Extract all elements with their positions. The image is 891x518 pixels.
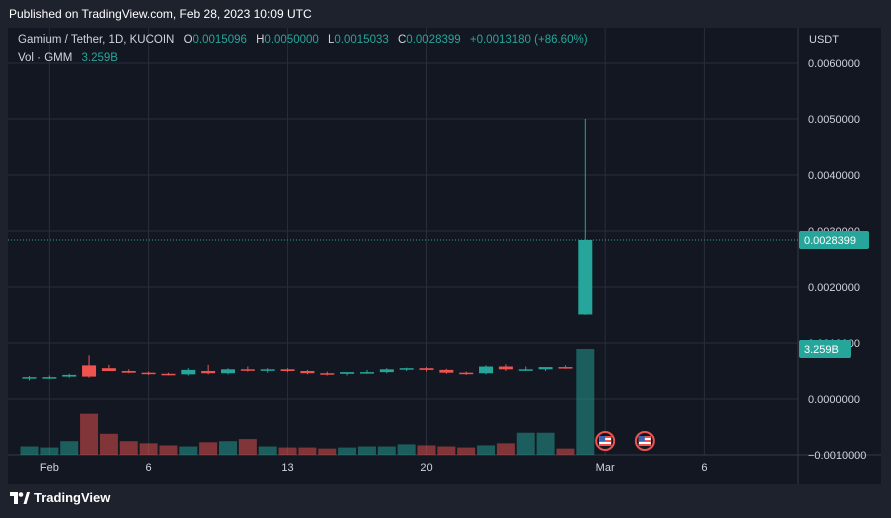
volume-bar (318, 448, 337, 455)
volume-label[interactable]: Vol · GMM (18, 52, 73, 64)
time-tick-label: 20 (420, 462, 432, 474)
currency-label: USDT (809, 34, 839, 46)
candle-body (181, 369, 196, 375)
brand-name: TradingView (34, 490, 111, 505)
candle-body (538, 367, 553, 370)
chart-panel[interactable]: 0.00600000.00500000.00400000.00300000.00… (8, 28, 881, 484)
volume-bar (516, 432, 535, 455)
candle-body (260, 369, 275, 371)
candle-body (359, 372, 374, 374)
price-tick-label: 0.0000000 (808, 394, 860, 406)
volume-legend: Vol · GMM 3.259B (18, 52, 118, 64)
volume-bar (477, 445, 496, 455)
time-tick-label: 6 (701, 462, 707, 474)
volume-bar (60, 441, 79, 455)
candle-body (340, 372, 355, 374)
candle-body (498, 366, 513, 370)
volume-bar (576, 349, 595, 455)
time-tick-label: Feb (40, 462, 59, 474)
tradingview-logo[interactable]: TradingView (10, 490, 110, 505)
volume-bar (99, 433, 118, 455)
candle-body (240, 369, 255, 371)
candle-body (300, 371, 315, 374)
volume-bar (338, 447, 357, 455)
candle-body (578, 239, 593, 315)
volume-bar (457, 447, 476, 455)
volume-bar (556, 448, 575, 455)
low-label: L (328, 34, 335, 46)
volume-bar (437, 446, 456, 455)
candle-body (201, 371, 216, 374)
volume-bar (219, 441, 237, 455)
symbol-title[interactable]: Gamium / Tether, 1D, KUCOIN (18, 34, 175, 46)
volume-bar (20, 446, 39, 455)
volume-bar (238, 439, 257, 455)
candle-body (320, 373, 335, 375)
close-label: C (397, 34, 407, 46)
candle-body (518, 369, 533, 371)
candle-body (121, 371, 136, 373)
candle-body (62, 374, 77, 377)
last-price-label: 0.0028399 (804, 235, 856, 247)
volume-bar (199, 442, 218, 455)
price-tick-label: −0.0010000 (808, 450, 866, 462)
volume-bar (159, 445, 178, 455)
candle-body (221, 369, 235, 374)
volume-bar (397, 444, 416, 455)
candle-body (558, 367, 573, 369)
volume-bar (496, 443, 515, 455)
candle-body (459, 372, 474, 375)
volume-bar (377, 446, 396, 455)
tradingview-icon (10, 491, 30, 504)
volume-bar (80, 413, 99, 455)
us-flag-event-icon[interactable] (634, 431, 655, 451)
low-value: 0.0015033 (334, 34, 389, 46)
candle-body (280, 369, 295, 371)
candle-body (101, 368, 116, 371)
time-tick-label: 6 (146, 462, 152, 474)
volume-bar (139, 443, 158, 455)
candlestick-chart[interactable]: 0.00600000.00500000.00400000.00300000.00… (8, 28, 881, 484)
close-value: 0.0028399 (406, 34, 461, 46)
candle-body (399, 368, 414, 370)
volume-bar (536, 432, 555, 455)
price-tick-label: 0.0040000 (808, 170, 860, 182)
high-label: H (256, 34, 265, 46)
high-value: 0.0050000 (264, 34, 319, 46)
published-caption: Published on TradingView.com, Feb 28, 20… (9, 7, 312, 21)
candle-body (161, 373, 176, 376)
price-tick-label: 0.0060000 (808, 58, 860, 70)
candle-body (82, 365, 97, 377)
volume-bar (298, 447, 317, 455)
volume-value: 3.259B (81, 52, 118, 64)
open-value: 0.0015096 (192, 34, 247, 46)
volume-bar (179, 446, 198, 455)
time-tick-label: 13 (281, 462, 293, 474)
candle-body (439, 369, 454, 373)
price-tick-label: 0.0020000 (808, 282, 860, 294)
ohlc-legend: Gamium / Tether, 1D, KUCOIN O0.0015096 H… (18, 34, 588, 46)
us-flag-event-icon[interactable] (595, 431, 616, 451)
volume-bar (40, 447, 59, 455)
volume-bar (278, 447, 297, 455)
candle-body (22, 377, 37, 379)
candle-body (141, 372, 156, 375)
time-tick-label: Mar (596, 462, 615, 474)
volume-badge (799, 340, 851, 358)
change-value: +0.0013180 (+86.60%) (469, 34, 588, 46)
volume-bar (119, 441, 138, 455)
volume-badge-label: 3.259B (804, 344, 839, 356)
volume-bar (357, 446, 376, 455)
last-price-badge (799, 230, 869, 249)
candle-body (419, 368, 434, 370)
candle-body (479, 366, 494, 374)
open-label: O (183, 34, 193, 46)
price-tick-label: 0.0050000 (808, 114, 860, 126)
candle-body (42, 377, 57, 379)
volume-bar (258, 446, 277, 455)
candle-body (379, 369, 394, 373)
volume-bar (417, 445, 436, 455)
